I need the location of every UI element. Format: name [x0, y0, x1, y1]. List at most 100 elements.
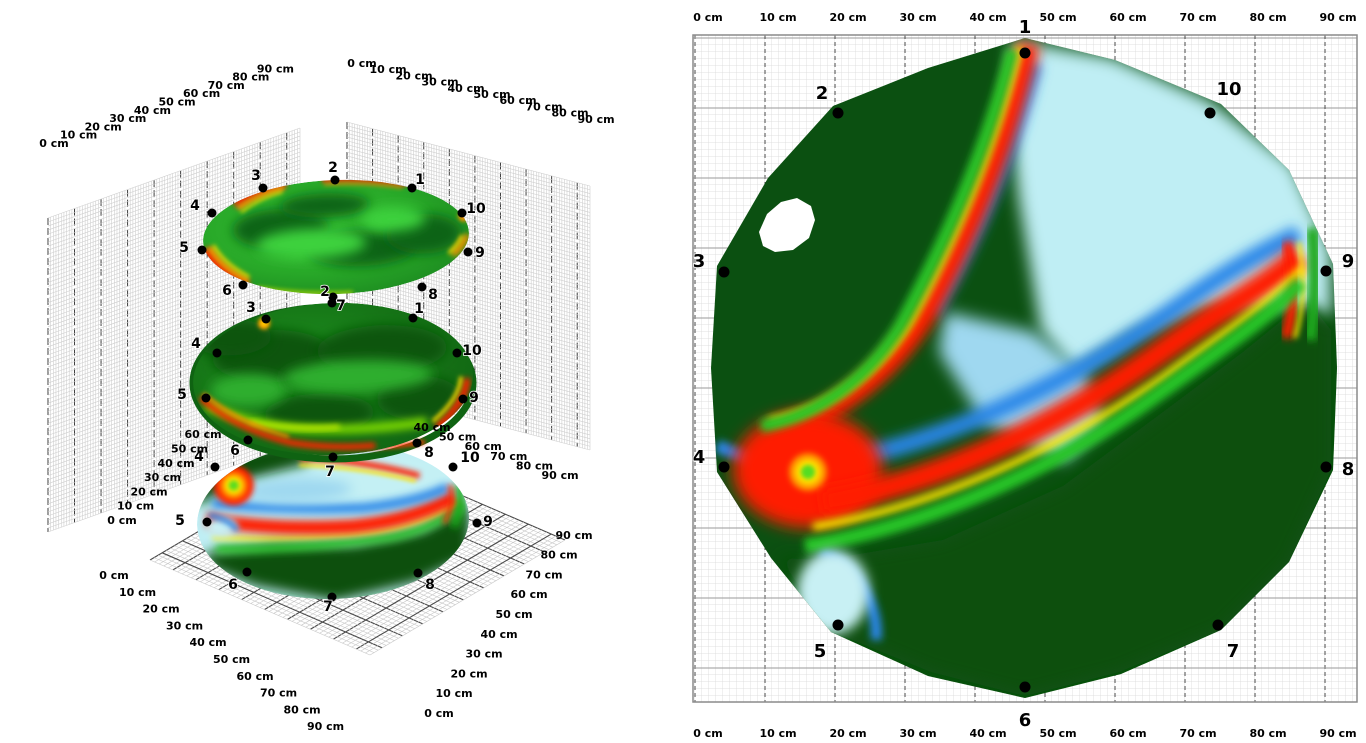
axis-tick-label: 80 cm	[516, 459, 553, 472]
axis-tick-label: 40 cm	[480, 628, 517, 641]
axis-tick-label: 10 cm	[117, 500, 154, 513]
measurement-point-label: 8	[425, 577, 435, 593]
measurement-point-label: 9	[475, 245, 485, 261]
axis-tick-label: 30 cm	[166, 619, 203, 632]
axis-tick-label: 50 cm	[171, 443, 208, 456]
axis-tick-label: 10 cm	[435, 687, 472, 700]
measurement-point-label: 8	[1342, 459, 1355, 480]
measurement-point-label: 1	[1019, 17, 1032, 38]
axis-tick-label: 70 cm	[525, 568, 562, 581]
measurement-point-dot	[413, 568, 423, 578]
measurement-point-label: 10	[462, 343, 482, 359]
2d-measurement-points: 1 2 3 4 5 6 7 8 9 10	[692, 16, 1355, 732]
axis-tick-label: 80 cm	[540, 549, 577, 562]
measurement-point-label: 8	[428, 287, 438, 303]
measurement-point-label: 8	[424, 445, 434, 461]
axis-tick-label: 90 cm	[577, 113, 614, 126]
measurement-point-label: 4	[191, 336, 201, 352]
measurement-point-dot	[243, 435, 253, 445]
measurement-point-dot	[212, 348, 222, 358]
axis-tick-label: 90 cm	[257, 62, 294, 75]
measurement-point-dot	[201, 393, 211, 403]
measurement-point-dot	[197, 245, 207, 255]
axis-tick-label: 70 cm	[260, 687, 297, 700]
axis-tick-label: 80 cm	[1249, 11, 1286, 24]
axis-tick-label: 40 cm	[134, 104, 171, 117]
measurement-point-dot	[718, 461, 730, 473]
axis-tick-label: 10 cm	[759, 727, 796, 740]
axis-tick-label: 10 cm	[369, 63, 406, 76]
axis-tick-label: 30 cm	[899, 11, 936, 24]
measurement-point-label: 9	[469, 390, 479, 406]
axis-tick-label: 90 cm	[1319, 11, 1356, 24]
axis-tick-label: 70 cm	[1179, 727, 1216, 740]
axis-tick-label: 90 cm	[307, 720, 344, 733]
axis-tick-label: 40 cm	[413, 421, 450, 434]
measurement-point-dot	[457, 208, 467, 218]
measurement-point-label: 1	[415, 172, 425, 188]
axis-tick-label: 50 cm	[158, 96, 195, 109]
floor-left-axis-labels: 0 cm 10 cm 20 cm 30 cm 40 cm 50 cm 60 cm 70 cm 8…	[99, 569, 344, 733]
tomogram-slice-bottom	[195, 442, 471, 601]
measurement-point-label: 4	[190, 198, 200, 214]
measurement-point-dot	[258, 183, 268, 193]
axis-tick-label: 40 cm	[157, 457, 194, 470]
measurement-point-dot	[417, 282, 427, 292]
measurement-point-dot	[330, 175, 340, 185]
axis-tick-label: 80 cm	[1249, 727, 1286, 740]
measurement-point-label: 7	[336, 298, 346, 314]
axis-tick-label: 20 cm	[829, 727, 866, 740]
axis-tick-label: 60 cm	[510, 588, 547, 601]
measurement-point-dot	[1019, 47, 1031, 59]
axis-tick-label: 50 cm	[213, 653, 250, 666]
measurement-point-label: 5	[175, 513, 185, 529]
axis-tick-label: 20 cm	[130, 485, 167, 498]
axis-tick-label: 70 cm	[525, 100, 562, 113]
axis-tick-label: 0 cm	[424, 707, 453, 720]
axis-tick-label: 0 cm	[107, 514, 136, 527]
measurement-point-label: 7	[323, 599, 333, 615]
axis-tick-label: 60 cm	[1109, 11, 1146, 24]
measurement-point-label: 4	[194, 449, 204, 465]
measurement-point-dot	[210, 462, 220, 472]
measurement-point-label: 6	[230, 443, 240, 459]
axis-tick-label: 50 cm	[439, 431, 476, 444]
axis-tick-label: 50 cm	[495, 608, 532, 621]
axis-tick-label: 20 cm	[829, 11, 866, 24]
measurement-point-dot	[718, 266, 730, 278]
axis-tick-label: 40 cm	[969, 727, 1006, 740]
measurement-point-dot	[407, 183, 417, 193]
axis-tick-label: 50 cm	[1039, 727, 1076, 740]
axis-tick-label: 30 cm	[899, 727, 936, 740]
floor-right-axis-labels: 0 cm 10 cm 20 cm 30 cm 40 cm 50 cm 60 cm 70 cm 8…	[424, 529, 592, 720]
measurement-point-dot	[412, 438, 422, 448]
3d-measurement-points: 1 2 3 4 5 6 7 8 9 10 1 2 3 4 5 6 7 8 9 10 4 5 6 7 8 9 10	[174, 159, 493, 616]
measurement-point-dot	[408, 313, 418, 323]
2d-tomogram-panel: 1 2 3 4 5 6 7 8 9 10 0 cm 10 cm 20 cm 30 cm 40 cm 50 c…	[692, 11, 1358, 740]
axis-tick-label: 70 cm	[490, 450, 527, 463]
axis-tick-label: 80 cm	[551, 107, 588, 120]
measurement-point-label: 10	[460, 450, 480, 466]
measurement-point-label: 4	[693, 447, 706, 468]
axis-tick-label: 70 cm	[1179, 11, 1216, 24]
axis-tick-label: 20 cm	[85, 120, 122, 133]
measurement-point-label: 7	[1227, 641, 1240, 662]
measurement-point-label: 7	[325, 464, 335, 480]
axis-tick-label: 10 cm	[60, 129, 97, 142]
measurement-point-dot	[832, 619, 844, 631]
axis-tick-label: 60 cm	[499, 94, 536, 107]
axis-tick-label: 60 cm	[236, 670, 273, 683]
measurement-point-dot	[448, 462, 458, 472]
axis-tick-label: 10 cm	[119, 586, 156, 599]
measurement-point-label: 6	[228, 577, 238, 593]
measurement-point-dot	[327, 298, 337, 308]
measurement-point-label: 10	[466, 201, 486, 217]
bottom-axis-labels: 0 cm 10 cm 20 cm 30 cm 40 cm 50 cm 60 cm 70 cm 8…	[693, 727, 1356, 740]
measurement-point-dot	[832, 107, 844, 119]
measurement-point-dot	[472, 518, 482, 528]
